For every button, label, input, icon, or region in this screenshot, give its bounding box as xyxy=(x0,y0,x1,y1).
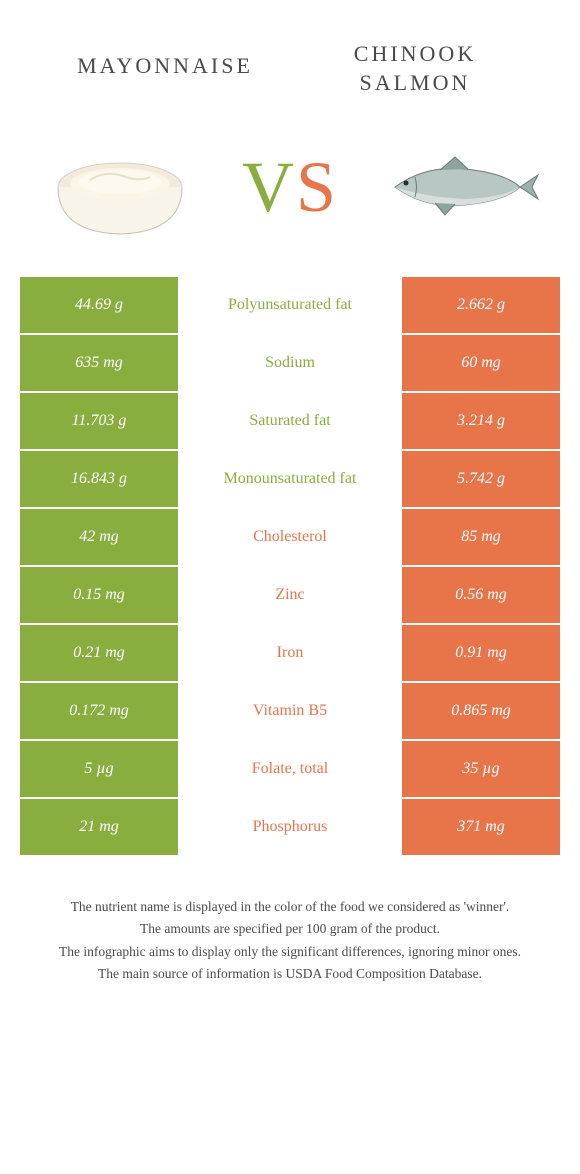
vs-s: S xyxy=(296,147,338,227)
nutrient-label: Iron xyxy=(178,625,402,681)
value-right: 35 µg xyxy=(402,741,560,797)
value-left: 44.69 g xyxy=(20,277,178,333)
nutrient-label: Folate, total xyxy=(178,741,402,797)
table-row: 21 mgPhosphorus371 mg xyxy=(20,799,560,855)
value-left: 16.843 g xyxy=(20,451,178,507)
table-row: 0.21 mgIron0.91 mg xyxy=(20,625,560,681)
value-right: 0.56 mg xyxy=(402,567,560,623)
value-left: 0.15 mg xyxy=(20,567,178,623)
value-right: 85 mg xyxy=(402,509,560,565)
value-right: 0.865 mg xyxy=(402,683,560,739)
title-salmon-line1: CHINOOK xyxy=(354,41,476,66)
header-left: MAYONNAISE xyxy=(40,40,290,97)
mayonnaise-image xyxy=(40,127,200,247)
header-right: CHINOOK SALMON xyxy=(290,40,540,97)
title-salmon: CHINOOK SALMON xyxy=(290,40,540,97)
value-right: 0.91 mg xyxy=(402,625,560,681)
salmon-image xyxy=(380,127,540,247)
nutrient-label: Cholesterol xyxy=(178,509,402,565)
nutrient-table: 44.69 gPolyunsaturated fat2.662 g635 mgS… xyxy=(20,277,560,855)
table-row: 635 mgSodium60 mg xyxy=(20,335,560,391)
value-left: 0.172 mg xyxy=(20,683,178,739)
table-row: 0.15 mgZinc0.56 mg xyxy=(20,567,560,623)
title-salmon-line2: SALMON xyxy=(360,70,471,95)
footer-line-1: The nutrient name is displayed in the co… xyxy=(30,897,550,917)
title-mayonnaise: MAYONNAISE xyxy=(40,52,290,81)
table-row: 44.69 gPolyunsaturated fat2.662 g xyxy=(20,277,560,333)
value-left: 21 mg xyxy=(20,799,178,855)
value-right: 5.742 g xyxy=(402,451,560,507)
vs-row: VS xyxy=(0,117,580,277)
value-left: 635 mg xyxy=(20,335,178,391)
footer-line-3: The infographic aims to display only the… xyxy=(30,942,550,962)
value-right: 2.662 g xyxy=(402,277,560,333)
table-row: 5 µgFolate, total35 µg xyxy=(20,741,560,797)
table-row: 16.843 gMonounsaturated fat5.742 g xyxy=(20,451,560,507)
value-right: 371 mg xyxy=(402,799,560,855)
nutrient-label: Zinc xyxy=(178,567,402,623)
value-left: 5 µg xyxy=(20,741,178,797)
nutrient-label: Sodium xyxy=(178,335,402,391)
value-left: 0.21 mg xyxy=(20,625,178,681)
nutrient-label: Monounsaturated fat xyxy=(178,451,402,507)
value-right: 60 mg xyxy=(402,335,560,391)
footer-line-4: The main source of information is USDA F… xyxy=(30,964,550,984)
vs-v: V xyxy=(242,147,296,227)
value-right: 3.214 g xyxy=(402,393,560,449)
nutrient-label: Saturated fat xyxy=(178,393,402,449)
header: MAYONNAISE CHINOOK SALMON xyxy=(0,0,580,117)
value-left: 11.703 g xyxy=(20,393,178,449)
nutrient-label: Polyunsaturated fat xyxy=(178,277,402,333)
nutrient-label: Vitamin B5 xyxy=(178,683,402,739)
nutrient-label: Phosphorus xyxy=(178,799,402,855)
value-left: 42 mg xyxy=(20,509,178,565)
vs-label: VS xyxy=(242,146,338,229)
table-row: 0.172 mgVitamin B50.865 mg xyxy=(20,683,560,739)
table-row: 42 mgCholesterol85 mg xyxy=(20,509,560,565)
footer-notes: The nutrient name is displayed in the co… xyxy=(0,857,580,984)
footer-line-2: The amounts are specified per 100 gram o… xyxy=(30,919,550,939)
table-row: 11.703 gSaturated fat3.214 g xyxy=(20,393,560,449)
